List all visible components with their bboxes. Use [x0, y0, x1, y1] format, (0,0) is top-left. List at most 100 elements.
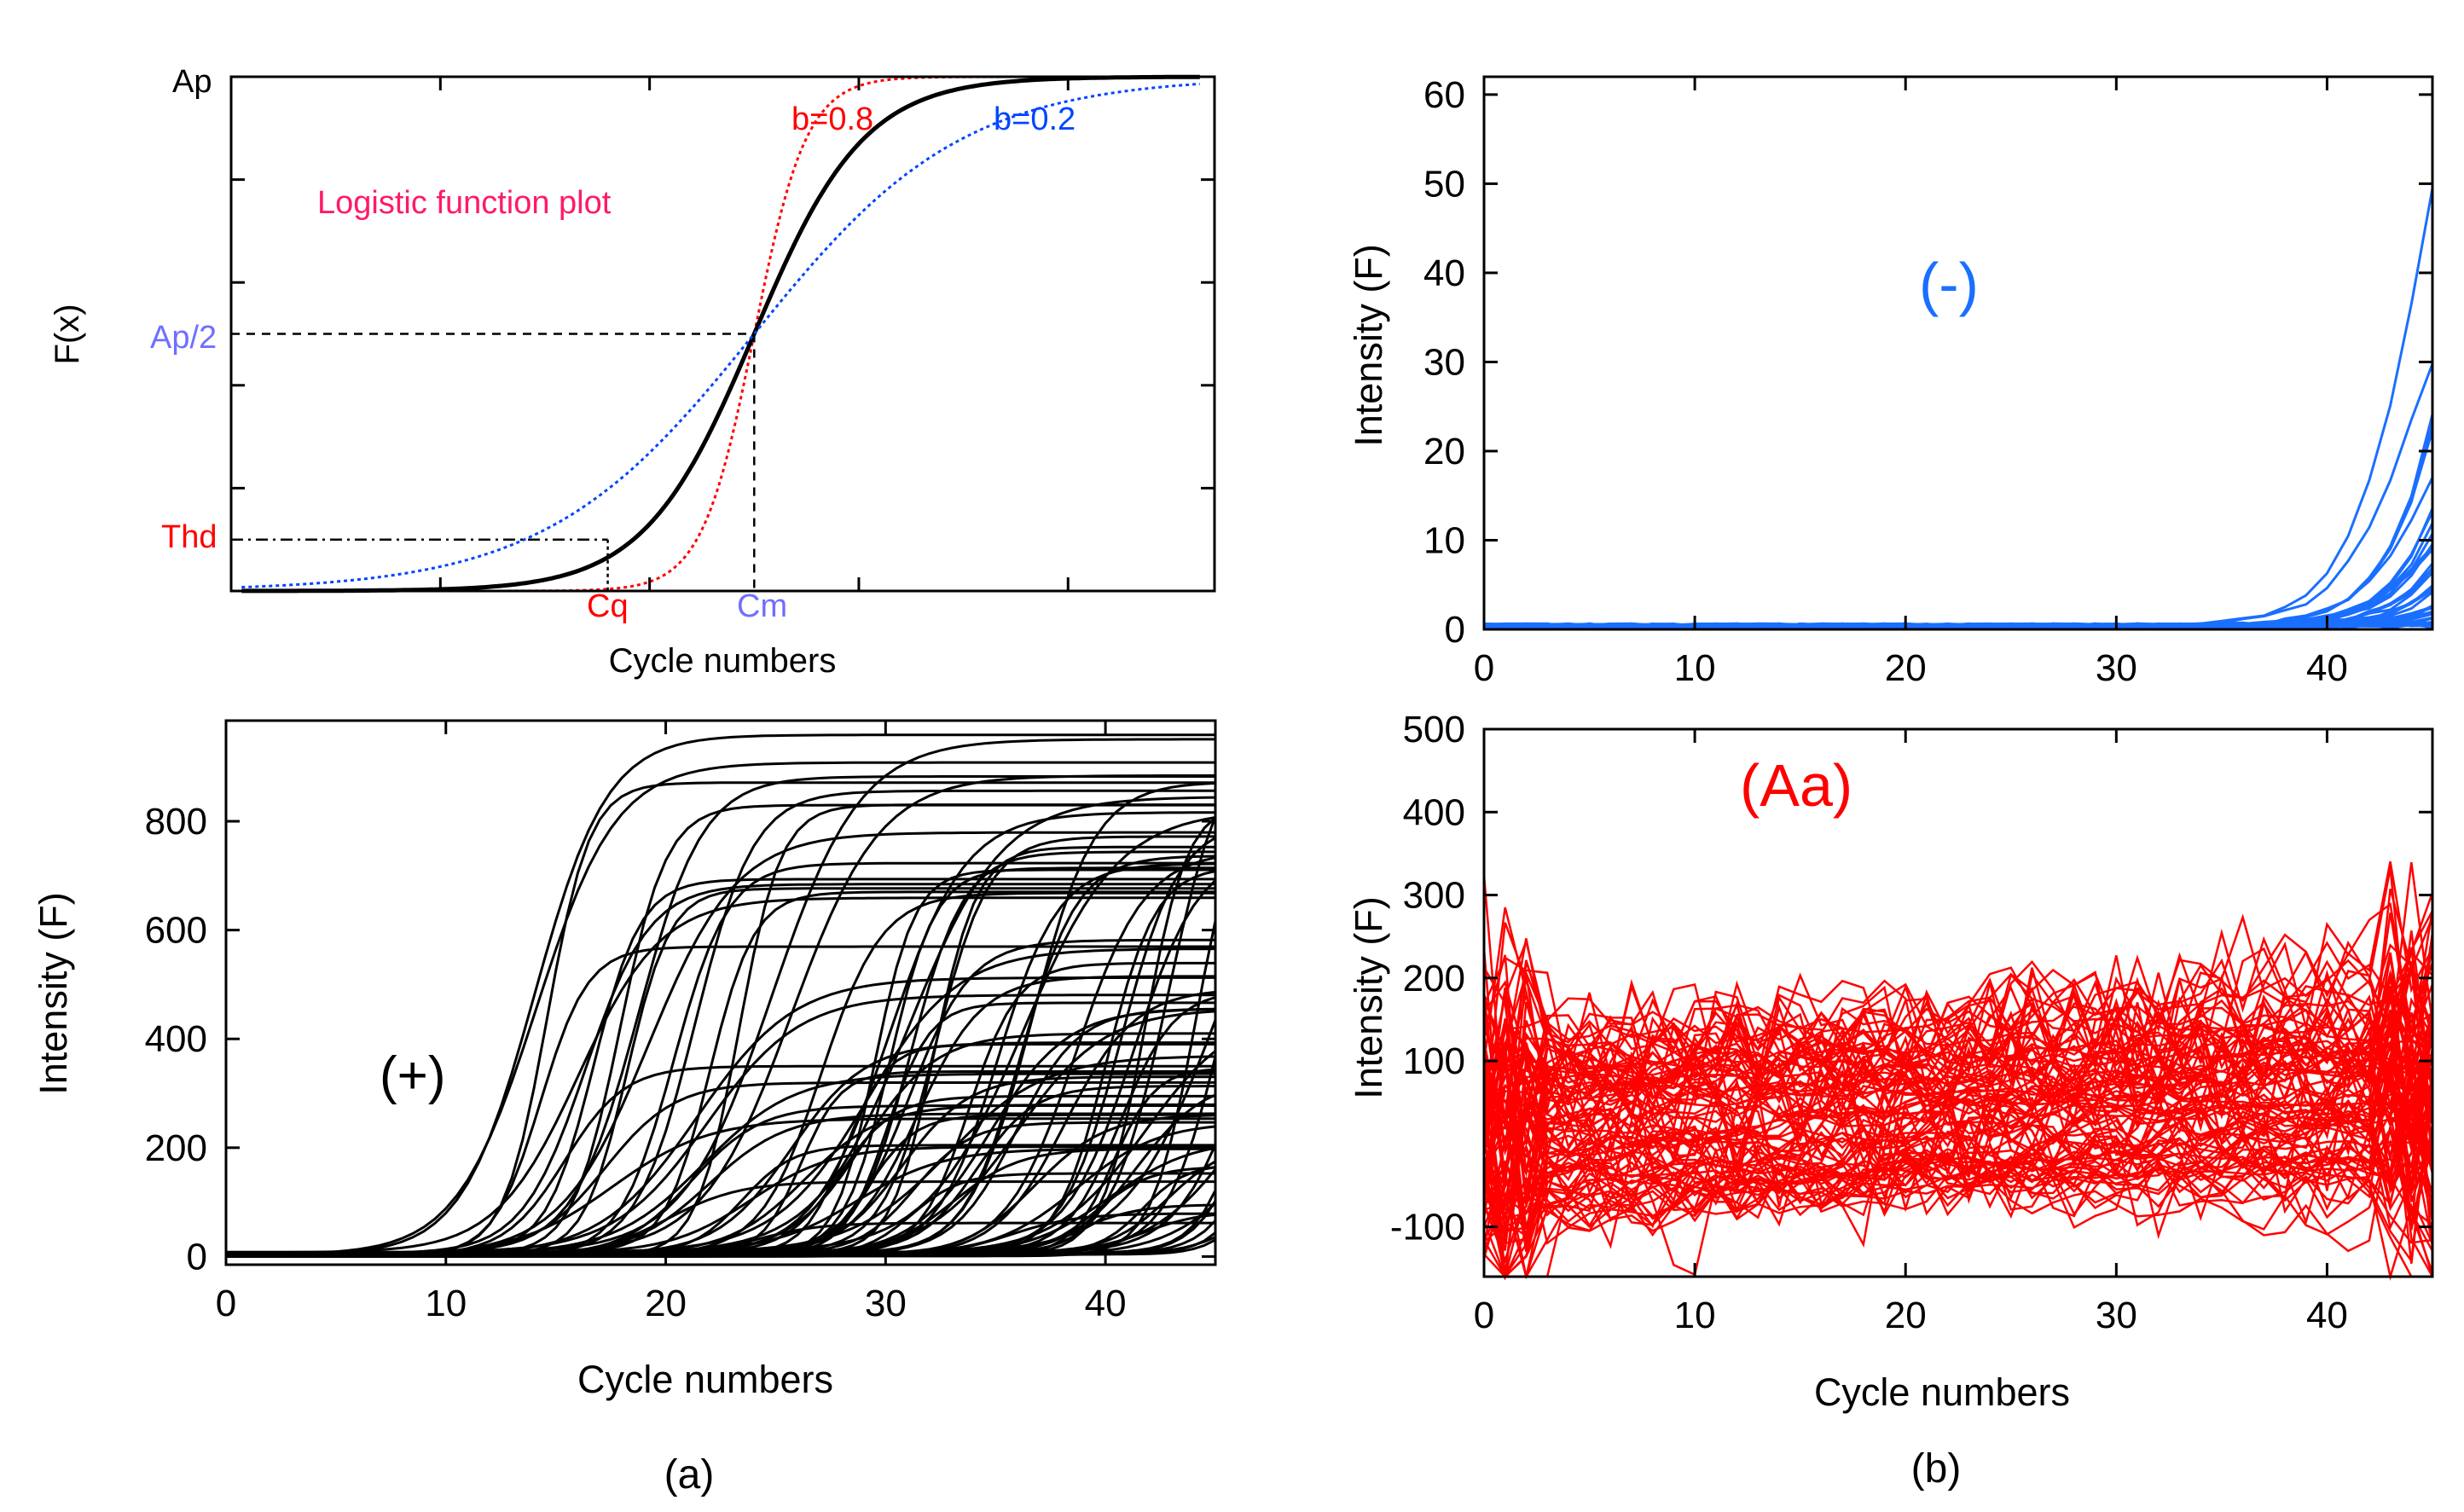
y-tick-label: 300: [1403, 875, 1465, 917]
logistic-ticks: [231, 77, 1215, 591]
logistic-xlabel: Cycle numbers: [609, 642, 837, 680]
x-tick-label: 20: [645, 1283, 687, 1324]
positive-series-line: [226, 945, 1215, 1258]
negative-series-line: [1483, 422, 2434, 629]
y-tick-label: 400: [1403, 791, 1465, 833]
logistic-title: Logistic function plot: [317, 185, 612, 221]
y-tick-label: 400: [145, 1018, 207, 1060]
x-tick-label: 0: [216, 1283, 236, 1324]
x-tick-label: 0: [1474, 1295, 1494, 1336]
negative-series-line: [1483, 546, 2434, 629]
logistic-plot: Logistic function plot b=0.8 b=0.2 Ap Ap…: [49, 64, 1216, 680]
aa-series-line: [1483, 1063, 2434, 1189]
x-tick-label: 20: [1885, 1295, 1927, 1336]
y-tick-label: 30: [1423, 341, 1465, 383]
y-tick-label: 60: [1423, 74, 1465, 116]
y-tick-label: 600: [145, 910, 207, 952]
x-tick-label: 30: [2096, 647, 2137, 689]
negative-ticks: 0 10 20 30 40 0 10 20 30 40 50 60: [1423, 74, 2432, 689]
positive-annotation: (+): [380, 1046, 446, 1105]
negative-curves: [1483, 188, 2434, 629]
aa-series-line: [1482, 1079, 2434, 1247]
x-tick-label: 30: [865, 1283, 907, 1324]
negative-series-line: [1483, 511, 2434, 629]
x-tick-label: 0: [1474, 647, 1494, 689]
y-label-thd: Thd: [161, 519, 217, 555]
y-tick-label: 20: [1423, 431, 1465, 472]
x-marker-cq: Cq: [587, 588, 629, 624]
positive-ylabel: Intensity (F): [32, 892, 75, 1095]
negative-series-line: [1483, 430, 2434, 629]
positive-series-line: [225, 761, 1215, 1256]
x-tick-label: 40: [2306, 1295, 2348, 1336]
aa-series-line: [1482, 1065, 2434, 1278]
aa-plot: 0 10 20 30 40 -100 100 200 300 400 500 (Aa) Cycle …: [1347, 709, 2434, 1414]
positive-series-line: [226, 896, 1215, 1254]
x-tick-label: 10: [1674, 647, 1716, 689]
aa-series-line: [1482, 1037, 2434, 1136]
aa-series-line: [1483, 944, 2434, 1142]
y-tick-label: 800: [145, 801, 207, 843]
aa-series-line: [1482, 1001, 2434, 1232]
negative-plot: 0 10 20 30 40 0 10 20 30 40 50 60 (-) Intensity (F): [1347, 74, 2434, 689]
logistic-guide-lines: [231, 333, 756, 591]
aa-series-line: [1482, 1010, 2434, 1258]
negative-series-line: [1483, 414, 2434, 629]
positive-xlabel: Cycle numbers: [577, 1358, 833, 1401]
x-tick-label: 30: [2096, 1295, 2137, 1336]
y-tick-label: -100: [1390, 1207, 1465, 1248]
series-label-b02: b=0.2: [994, 101, 1075, 137]
x-tick-label: 10: [425, 1283, 467, 1324]
y-tick-label: 40: [1423, 252, 1465, 294]
y-tick-label: 500: [1403, 709, 1465, 750]
aa-curves: [1482, 860, 2434, 1281]
y-label-ap-half: Ap/2: [150, 320, 217, 356]
aa-ylabel: Intensity (F): [1347, 896, 1390, 1099]
series-label-b08: b=0.8: [791, 101, 873, 137]
x-marker-cm: Cm: [737, 588, 787, 624]
caption-b: (b): [1911, 1446, 1962, 1492]
positive-series-line: [226, 961, 1215, 1255]
y-tick-label: 200: [145, 1127, 207, 1169]
aa-series-line: [1482, 1051, 2434, 1220]
x-tick-label: 10: [1674, 1295, 1716, 1336]
x-tick-label: 20: [1885, 647, 1927, 689]
aa-series-line: [1482, 1060, 2434, 1245]
curve-b=0.2: [241, 82, 1200, 588]
aa-series-line: [1482, 1105, 2434, 1281]
y-tick-label: 10: [1423, 519, 1465, 561]
caption-a: (a): [664, 1452, 715, 1498]
aa-series-line: [1483, 966, 2434, 1119]
aa-series-line: [1483, 1079, 2434, 1278]
y-label-ap: Ap: [172, 64, 212, 100]
y-tick-label: 100: [1403, 1040, 1465, 1082]
aa-ticks: 0 10 20 30 40 -100 100 200 300 400 500: [1390, 709, 2432, 1336]
x-tick-label: 40: [2306, 647, 2348, 689]
y-tick-label: 0: [1445, 609, 1465, 651]
negative-frame: [1482, 75, 2434, 631]
aa-frame: [1482, 727, 2434, 1278]
aa-series-line: [1482, 860, 2434, 1206]
aa-series-line: [1482, 1045, 2433, 1219]
x-tick-label: 40: [1085, 1283, 1127, 1324]
negative-series-line: [1483, 362, 2434, 629]
negative-ylabel: Intensity (F): [1347, 244, 1390, 447]
negative-series-line: [1483, 522, 2434, 629]
y-tick-label: 200: [1403, 958, 1465, 999]
aa-annotation: (Aa): [1740, 752, 1852, 819]
aa-series-line: [1482, 1040, 2434, 1204]
negative-series-line: [1483, 548, 2434, 629]
positive-series-line: [226, 1113, 1215, 1258]
negative-series-line: [1483, 543, 2434, 629]
y-tick-label: 0: [187, 1236, 207, 1277]
aa-series-line: [1483, 952, 2433, 1175]
negative-annotation: (-): [1919, 251, 1979, 317]
y-tick-label: 50: [1423, 163, 1465, 205]
aa-xlabel: Cycle numbers: [1814, 1370, 2070, 1414]
positive-curves: [225, 733, 1217, 1258]
negative-series-line: [1483, 533, 2434, 629]
logistic-frame: [229, 75, 1216, 593]
